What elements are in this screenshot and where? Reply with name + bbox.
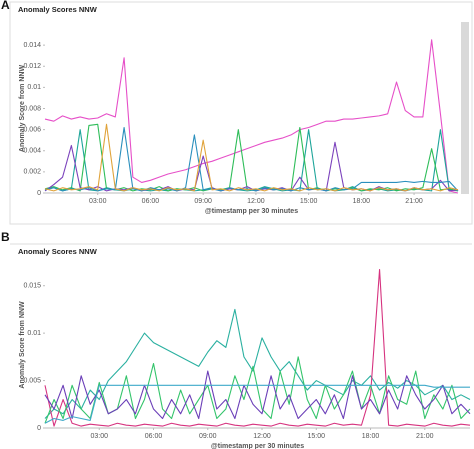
y-tick-label: 0.002: [23, 169, 41, 176]
y-tick-label: 0.005: [23, 377, 41, 384]
y-tick-label: 0.01: [27, 330, 41, 337]
x-tick-label: 15:00: [300, 198, 318, 205]
x-tick-label: 09:00: [194, 198, 212, 205]
y-axis-label: Anomaly Score from NNW: [19, 65, 26, 153]
series-line: [44, 370, 471, 420]
x-tick-label: 15:00: [308, 433, 326, 440]
y-tick-label: 0.006: [23, 126, 41, 133]
x-axis-label: @timestamp per 30 minutes: [205, 208, 298, 215]
x-tick-label: 21:00: [416, 433, 434, 440]
series-line: [44, 39, 459, 194]
x-tick-label: 06:00: [142, 198, 160, 205]
series-line: [44, 123, 459, 192]
series-line: [44, 308, 471, 419]
x-tick-label: 03:00: [89, 198, 107, 205]
y-tick-label: 0.014: [23, 42, 41, 49]
y-tick-label: 0.015: [23, 283, 41, 290]
y-tick-label: 0.008: [23, 105, 41, 112]
x-tick-label: 12:00: [247, 198, 265, 205]
x-tick-label: 12:00: [253, 433, 271, 440]
y-tick-label: 0.012: [23, 63, 41, 70]
x-tick-label: 21:00: [405, 198, 423, 205]
y-tick-label: 0.01: [27, 84, 41, 91]
chart-title: Anomaly Scores NNW: [18, 5, 98, 14]
x-tick-label: 09:00: [199, 433, 217, 440]
y-tick-label: 0: [37, 425, 41, 432]
series-line: [44, 384, 470, 424]
panel-label: B: [1, 230, 10, 244]
y-tick-label: 0: [37, 190, 41, 197]
y-axis-label: Anomaly Score from NNW: [19, 301, 26, 389]
panel-label: A: [1, 0, 10, 12]
x-tick-label: 03:00: [90, 433, 108, 440]
x-tick-label: 06:00: [145, 433, 163, 440]
x-axis-label: @timestamp per 30 minutes: [211, 443, 304, 449]
y-tick-label: 0.004: [23, 148, 41, 155]
x-tick-label: 18:00: [353, 198, 371, 205]
scrollbar: [461, 22, 469, 194]
x-tick-label: 18:00: [362, 433, 380, 440]
series-line: [44, 269, 471, 427]
chart-title: Anomaly Scores NNW: [18, 247, 98, 256]
